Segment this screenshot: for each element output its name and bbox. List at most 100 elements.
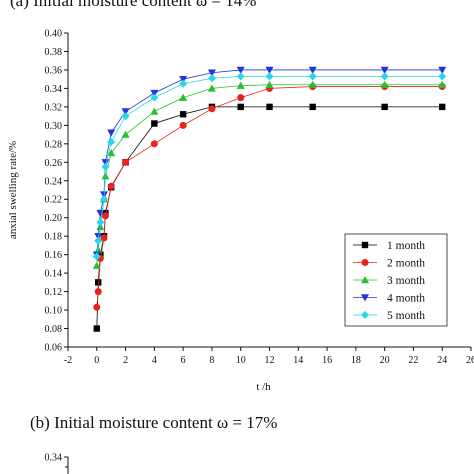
data-point — [150, 89, 159, 98]
data-point — [121, 112, 130, 121]
data-point — [179, 121, 187, 129]
data-point — [236, 66, 245, 74]
data-point — [92, 261, 101, 269]
data-point — [101, 162, 110, 171]
x-tick-label: -2 — [64, 355, 72, 366]
data-point — [94, 236, 103, 245]
data-point — [107, 129, 116, 137]
y-tick-label: 0.06 — [45, 343, 63, 354]
legend-marker — [361, 294, 369, 302]
x-tick-label: 0 — [94, 355, 99, 366]
data-point — [236, 72, 245, 81]
y-tick-label: 0.26 — [45, 158, 63, 169]
x-tick-label: 14 — [293, 355, 303, 366]
y-tick-label: 0.30 — [45, 121, 63, 132]
data-point — [97, 251, 104, 258]
data-point — [265, 72, 274, 81]
data-point — [95, 279, 102, 286]
chart-b-partial: 0.34 — [45, 453, 69, 474]
x-tick-label: 18 — [351, 355, 361, 366]
data-point — [92, 252, 101, 261]
legend-label: 4 month — [387, 293, 425, 305]
data-point — [93, 325, 100, 332]
data-point — [99, 195, 108, 204]
x-tick-label: 8 — [209, 355, 214, 366]
data-point — [101, 159, 110, 167]
data-point — [96, 218, 105, 227]
legend-marker — [361, 311, 369, 319]
data-point — [438, 72, 447, 81]
x-tick-label: 20 — [380, 355, 390, 366]
y-tick-label: 0.28 — [45, 139, 63, 150]
y-tick-label: 0.24 — [45, 176, 63, 187]
caption-a: (a) Initial moisture content ω = 14% — [10, 0, 256, 10]
y-axis-title: anxial swelling rate/% — [7, 141, 19, 239]
data-point — [96, 222, 105, 231]
data-point — [266, 103, 273, 111]
data-point — [308, 66, 317, 74]
x-tick-label: 26 — [466, 355, 474, 366]
data-point — [179, 93, 188, 101]
data-point — [121, 108, 130, 116]
legend-marker — [361, 276, 369, 284]
x-tick-label: 6 — [181, 355, 186, 366]
data-point — [179, 79, 188, 88]
y-tick-label: 0.20 — [45, 213, 63, 224]
data-point — [151, 120, 158, 127]
data-point — [94, 288, 102, 296]
y-tick-label: 0.36 — [45, 65, 63, 76]
data-point — [150, 93, 159, 102]
y-tick-label: 0.08 — [45, 324, 63, 335]
data-point — [207, 74, 216, 83]
x-tick-label: 22 — [408, 355, 418, 366]
data-point — [438, 80, 447, 88]
data-point — [94, 246, 103, 254]
data-point — [236, 81, 245, 89]
data-point — [107, 149, 116, 157]
data-point — [179, 75, 188, 84]
data-point — [100, 234, 108, 242]
data-point — [207, 69, 216, 77]
data-point — [380, 80, 389, 88]
legend-marker — [361, 241, 369, 249]
legend-marker — [361, 259, 369, 266]
data-point — [121, 130, 130, 138]
data-point — [107, 182, 115, 190]
x-axis-title: t /h — [256, 381, 271, 393]
x-tick-label: 4 — [152, 355, 157, 366]
legend-label: 2 month — [387, 258, 425, 270]
y-tick-label: 0.22 — [45, 195, 63, 206]
y-tick-label: 0.34 — [45, 453, 63, 464]
data-point — [208, 105, 216, 113]
data-point — [122, 158, 130, 166]
data-point — [381, 103, 388, 111]
chart-a: 0.06 0.08 0.10 0.12 0.14 0.16 0.18 0.20 0.22 0.24… — [7, 29, 474, 394]
data-point — [308, 80, 317, 88]
y-tick-label: 0.14 — [45, 269, 63, 280]
x-tick-label: 2 — [123, 355, 128, 366]
legend: 1 month 2 month 3 month 4 month 5 month — [344, 233, 448, 327]
data-point — [94, 232, 103, 241]
data-point — [150, 107, 159, 115]
data-point — [237, 103, 244, 111]
x-tick-label: 24 — [437, 355, 447, 366]
data-point — [265, 80, 274, 88]
y-tick-label: 0.34 — [45, 84, 63, 95]
data-point — [207, 84, 216, 92]
data-point — [439, 103, 446, 111]
caption-b: (b) Initial moisture content ω = 17% — [30, 413, 277, 432]
data-point — [438, 66, 447, 74]
y-tick-label: 0.16 — [45, 250, 63, 261]
x-tick-label: 16 — [322, 355, 332, 366]
series-line — [96, 76, 443, 257]
series-5 — [92, 72, 447, 261]
data-point — [308, 72, 317, 81]
data-point — [101, 212, 109, 220]
data-point — [380, 72, 389, 81]
series-4 — [92, 66, 447, 259]
data-point — [309, 103, 316, 111]
legend-label: 1 month — [387, 240, 425, 252]
y-tick-label: 0.12 — [45, 287, 63, 298]
data-point — [265, 66, 274, 74]
data-point — [150, 140, 158, 148]
